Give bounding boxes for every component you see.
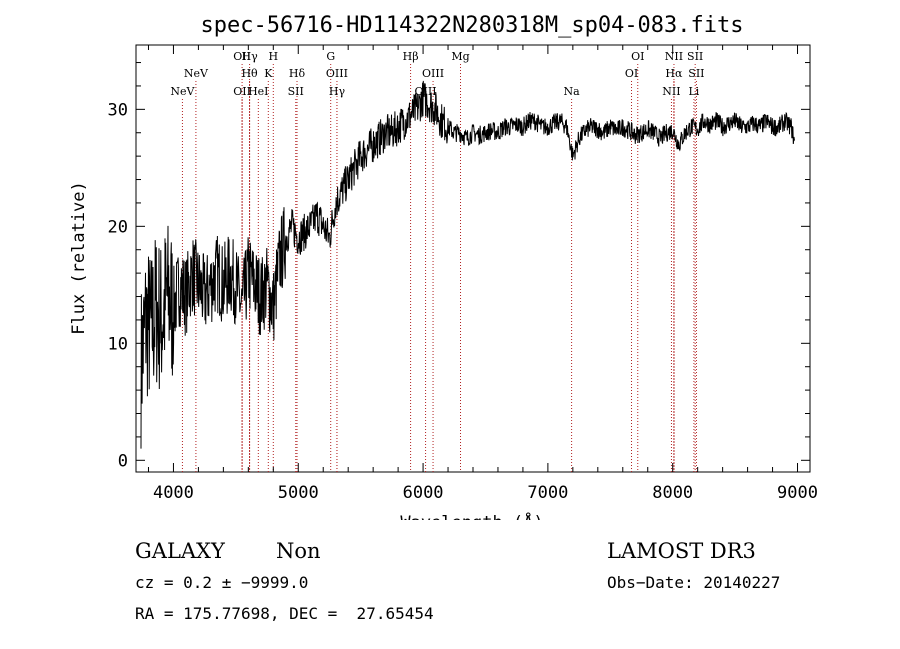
redshift-cz: cz = 0.2 ± −9999.0 <box>135 573 309 592</box>
spectrum-chart: spec-56716-HD114322N280318M_sp04-083.fit… <box>69 13 818 520</box>
line-label: SII <box>688 67 704 80</box>
observation-date: Obs−Date: 20140227 <box>607 573 781 592</box>
line-label: Li <box>689 85 700 98</box>
spectrum-line <box>140 80 796 449</box>
x-tick-label: 8000 <box>652 483 693 503</box>
line-label: OII <box>233 85 251 98</box>
line-label: NII <box>665 50 683 63</box>
y-tick-label: 0 <box>118 451 128 471</box>
line-label: Hα <box>665 67 683 80</box>
line-label: OII <box>233 50 251 63</box>
x-tick-label: 5000 <box>278 483 319 503</box>
line-label: H <box>268 50 278 63</box>
line-label: Hδ <box>289 67 306 80</box>
y-tick-label: 30 <box>108 100 128 120</box>
x-axis-ticks: 4000 5000 6000 7000 8000 9000 <box>147 45 818 503</box>
line-label: NeV <box>170 85 195 98</box>
line-label: OIII <box>422 67 444 80</box>
y-axis-label: Flux (relative) <box>69 181 89 335</box>
x-tick-label: 4000 <box>153 483 194 503</box>
survey-name: LAMOST DR3 <box>607 539 756 563</box>
line-label: Hγ <box>241 50 258 63</box>
line-label: HeI <box>248 85 268 98</box>
line-label: OI <box>631 50 644 63</box>
x-tick-label: 6000 <box>403 483 444 503</box>
y-axis-ticks: 0 10 20 30 <box>108 62 810 471</box>
line-label: Hγ <box>329 85 346 98</box>
x-tick-label: 7000 <box>527 483 568 503</box>
x-axis-label: Wavelength (Å) <box>400 511 543 520</box>
chart-title: spec-56716-HD114322N280318M_sp04-083.fit… <box>200 13 743 38</box>
line-label: OI <box>625 67 638 80</box>
object-subclass: Non <box>276 539 321 563</box>
line-label: SII <box>687 50 703 63</box>
line-label: Hβ <box>403 50 419 63</box>
coordinates: RA = 175.77698, DEC = 27.65454 <box>135 604 434 623</box>
line-label: Na <box>564 85 581 98</box>
x-tick-label: 9000 <box>777 483 818 503</box>
line-label: K <box>264 67 273 80</box>
line-label: NII <box>662 85 680 98</box>
y-tick-label: 10 <box>108 334 128 354</box>
object-class: GALAXY <box>135 539 225 563</box>
line-label: Hθ <box>241 67 258 80</box>
line-label: SII <box>288 85 304 98</box>
line-label: G <box>326 50 335 63</box>
line-label: Mg <box>451 50 469 63</box>
y-tick-label: 20 <box>108 217 128 237</box>
line-label: OIII <box>326 67 348 80</box>
line-label: NeV <box>184 67 209 80</box>
